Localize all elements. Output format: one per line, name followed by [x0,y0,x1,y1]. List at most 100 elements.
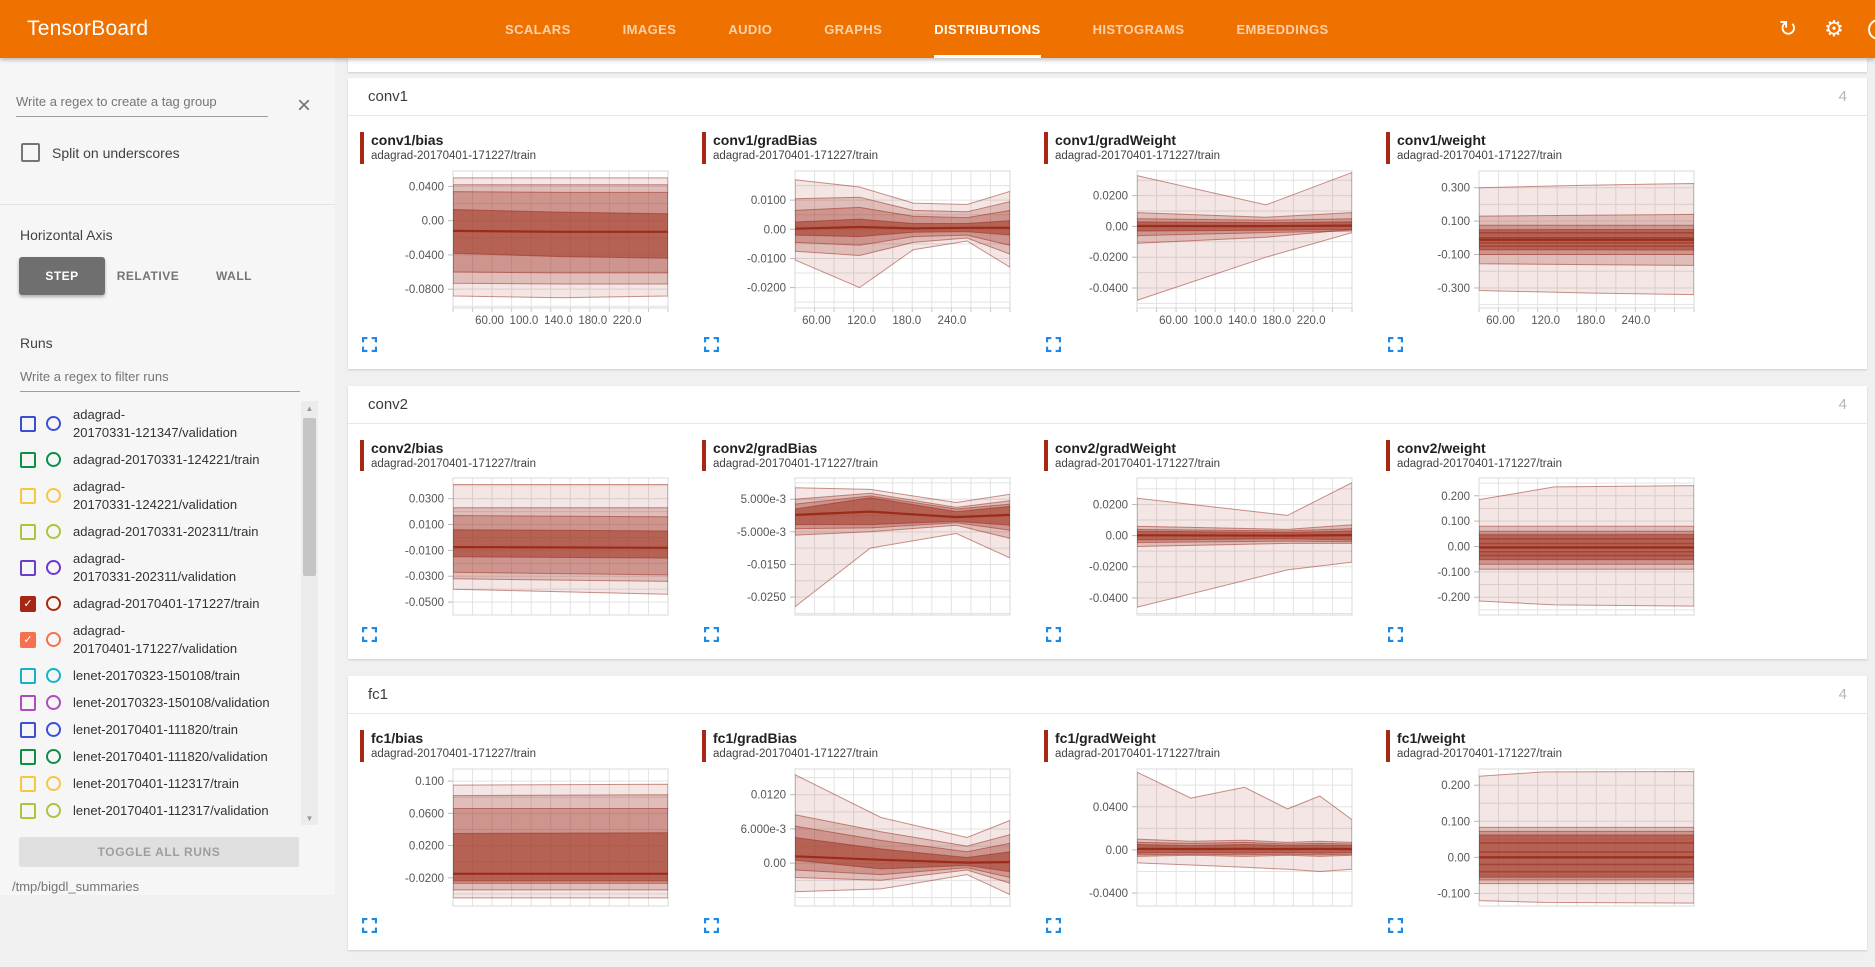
toggle-all-runs-button[interactable]: TOGGLE ALL RUNS [19,837,299,867]
tab-scalars[interactable]: SCALARS [505,21,571,37]
distribution-plot[interactable]: 5.000e-3 -5.000e-3 -0.0150 -0.0250 [702,477,1032,617]
radio-icon[interactable] [46,488,61,503]
expand-icon[interactable] [362,918,377,934]
run-item[interactable]: adagrad- 20170331-202311/validation [20,545,318,590]
expand-icon[interactable] [704,627,719,643]
expand-icon[interactable] [362,627,377,643]
checkbox-icon[interactable] [20,721,36,738]
distribution-plot[interactable]: 0.0120 6.000e-3 0.00 [702,768,1032,908]
expand-icon[interactable] [362,336,377,352]
refresh-icon[interactable]: ↻ [1778,16,1798,41]
scrollbar-thumb[interactable] [303,418,316,576]
checkbox-icon[interactable] [20,802,36,819]
checkbox-checked-icon[interactable]: ✓ [20,631,36,648]
run-item[interactable]: ✓ adagrad- 20170401-171227/validation [20,617,318,662]
run-item[interactable]: lenet-20170401-112317/train [20,770,318,797]
run-item[interactable]: lenet-20170323-150108/validation [20,689,318,716]
chart-run-name: adagrad-20170401-171227/train [1055,457,1220,470]
svg-text:0.0100: 0.0100 [409,520,444,532]
checkbox-icon[interactable] [20,415,36,432]
chart-title-block: conv1/gradBias adagrad-20170401-171227/tr… [713,132,878,164]
radio-icon[interactable] [46,803,61,818]
scroll-up-icon[interactable]: ▲ [305,403,314,413]
run-item[interactable]: lenet-20170323-150108/train [20,662,318,689]
close-icon[interactable]: × [296,92,311,119]
distribution-plot[interactable]: 0.0200 0.00 -0.0200 -0.0400 60.00 100.0 140.0 1… [1044,170,1374,327]
axis-button-step[interactable]: STEP [19,257,105,295]
distribution-plot[interactable]: 0.0100 0.00 -0.0100 -0.0200 60.00 120.0 180.0 2… [702,170,1032,327]
run-item[interactable]: lenet-20170401-112317/validation [20,797,318,824]
tab-distributions[interactable]: DISTRIBUTIONS [934,0,1041,58]
radio-icon[interactable] [46,749,61,764]
tab-embeddings[interactable]: EMBEDDINGS [1236,21,1329,37]
distribution-plot[interactable]: 0.0400 0.00 -0.0400 [1044,768,1374,908]
distribution-plot[interactable]: 0.0400 0.00 -0.0400 -0.0800 60.00 100.0 140.0 1… [360,170,690,327]
run-item[interactable]: adagrad-20170331-202311/train [20,518,318,545]
distribution-plot[interactable]: 0.100 0.0600 0.0200 -0.0200 [360,768,690,908]
chart-title-block: conv1/weight adagrad-20170401-171227/trai… [1397,132,1562,164]
distribution-plot[interactable]: 0.0200 0.00 -0.0200 -0.0400 [1044,477,1374,617]
radio-icon[interactable] [46,668,61,683]
radio-icon[interactable] [46,776,61,791]
axis-button-wall[interactable]: WALL [216,269,252,283]
help-icon[interactable]: ? [1868,18,1875,40]
section-header-fc1[interactable]: fc1 4 [348,676,1867,715]
split-underscores-checkbox[interactable] [21,143,40,162]
split-underscores-row[interactable]: Split on underscores [21,143,319,162]
checkbox-icon[interactable] [20,559,36,576]
axis-button-relative[interactable]: RELATIVE [116,269,180,283]
radio-icon[interactable] [46,416,61,431]
run-item[interactable]: lenet-20170401-111820/train [20,716,318,743]
distribution-plot[interactable]: 0.200 0.100 0.00 -0.100 -0.200 [1386,477,1716,617]
radio-icon[interactable] [46,722,61,737]
tab-images[interactable]: IMAGES [622,21,677,37]
run-item[interactable]: adagrad-20170331-124221/train [20,446,318,473]
checkbox-icon[interactable] [20,694,36,711]
radio-icon[interactable] [46,524,61,539]
settings-icon[interactable]: ⚙ [1824,16,1844,41]
section-title: conv2 [368,395,409,413]
expand-icon[interactable] [1388,627,1403,643]
radio-icon[interactable] [46,596,61,611]
checkbox-icon[interactable] [20,775,36,792]
expand-icon[interactable] [1046,336,1061,352]
checkbox-icon[interactable] [20,487,36,504]
distribution-plot[interactable]: 0.0300 0.0100 -0.0100 -0.0300 -0.0500 [360,477,690,617]
distribution-plot[interactable]: 0.300 0.100 -0.100 -0.300 60.00 120.0 180.0 240… [1386,170,1716,327]
checkbox-checked-icon[interactable]: ✓ [20,595,36,612]
expand-icon[interactable] [704,918,719,934]
runs-scrollbar[interactable]: ▲ ▼ [301,401,318,825]
radio-icon[interactable] [46,452,61,467]
run-item[interactable]: adagrad- 20170331-124221/validation [20,473,318,518]
section-header-conv2[interactable]: conv2 4 [348,386,1867,424]
checkbox-icon[interactable] [20,451,36,468]
expand-icon[interactable] [1046,627,1061,643]
scroll-down-icon[interactable]: ▼ [305,813,314,823]
expand-icon[interactable] [1388,918,1403,934]
checkbox-icon[interactable] [20,667,36,684]
expand-icon[interactable] [1046,918,1061,934]
tab-audio[interactable]: AUDIO [728,21,773,37]
radio-icon[interactable] [46,560,61,575]
checkbox-icon[interactable] [20,523,36,540]
expand-icon[interactable] [704,336,719,352]
svg-text:6.000e-3: 6.000e-3 [741,824,786,836]
radio-icon[interactable] [46,695,61,710]
runs-filter-input[interactable] [20,369,300,392]
svg-text:0.0100: 0.0100 [751,195,786,207]
expand-icon[interactable] [1388,336,1403,352]
run-item[interactable]: lenet-20170401-111820/validation [20,743,318,770]
svg-text:0.100: 0.100 [415,776,444,788]
tab-graphs[interactable]: GRAPHS [824,21,883,37]
chart-title-block: fc1/gradBias adagrad-20170401-171227/trai… [713,730,878,762]
run-item[interactable]: adagrad- 20170331-121347/validation [20,401,318,446]
checkbox-icon[interactable] [20,748,36,765]
section-header-conv1[interactable]: conv1 4 [348,78,1867,116]
tag-filter-input[interactable] [16,94,268,117]
run-item[interactable]: ✓ adagrad-20170401-171227/train [20,590,318,617]
svg-text:-0.0100: -0.0100 [405,546,444,558]
radio-icon[interactable] [46,632,61,647]
svg-text:0.100: 0.100 [1441,216,1470,228]
tab-histograms[interactable]: HISTOGRAMS [1092,21,1185,37]
